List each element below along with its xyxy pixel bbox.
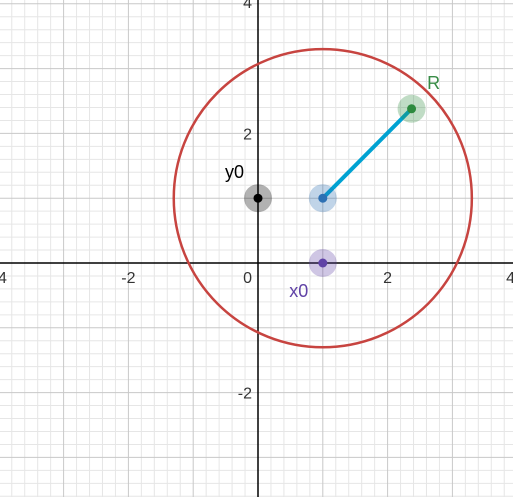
circle-curve[interactable] — [172, 47, 474, 349]
y-tick-label: 2 — [243, 126, 252, 143]
point-R-dot[interactable] — [407, 104, 417, 114]
x-tick-label: 4 — [0, 270, 7, 287]
x-tick-label: -2 — [121, 270, 135, 287]
point-y0-label: y0 — [225, 162, 244, 182]
y-tick-label: 4 — [243, 0, 252, 12]
point-x0-dot[interactable] — [318, 258, 328, 268]
x-tick-label: 0 — [243, 270, 252, 287]
point-R-label: R — [427, 73, 440, 93]
point-y0-dot[interactable] — [253, 193, 263, 203]
point-R[interactable]: R — [397, 73, 441, 123]
point-x0-label: x0 — [289, 281, 308, 301]
y-tick-label: -2 — [238, 386, 252, 403]
point-y0[interactable]: y0 — [225, 162, 272, 213]
x-tick-label: 4 — [506, 270, 513, 287]
curves — [172, 47, 474, 349]
x-tick-label: 2 — [383, 270, 392, 287]
point-center[interactable] — [308, 184, 337, 213]
tick-labels: 4 -2 0 2 4 4 2 -2 — [0, 0, 513, 403]
point-center-dot[interactable] — [318, 193, 328, 203]
points: y0 x0 R — [225, 73, 440, 301]
point-x0[interactable]: x0 — [289, 249, 337, 301]
radius-segment[interactable] — [320, 106, 414, 201]
